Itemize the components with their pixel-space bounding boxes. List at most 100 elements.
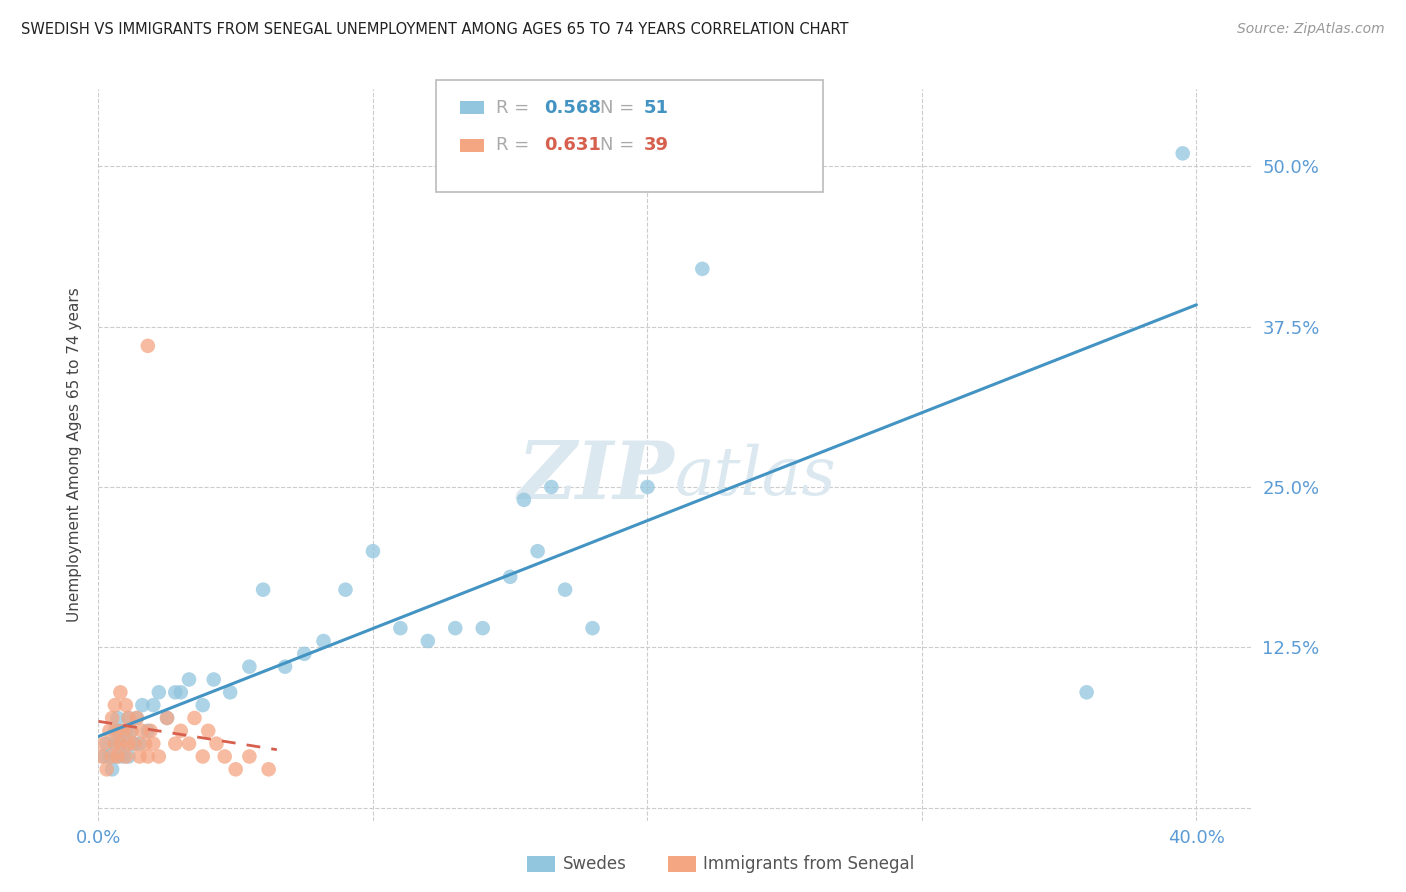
Point xyxy=(205,737,228,751)
Point xyxy=(513,492,536,507)
Point xyxy=(107,723,129,738)
Point xyxy=(471,621,494,635)
Point xyxy=(636,480,658,494)
Text: 39: 39 xyxy=(644,136,669,154)
Point xyxy=(335,582,357,597)
Point xyxy=(156,711,179,725)
Point xyxy=(499,570,522,584)
Point xyxy=(139,723,162,738)
Point xyxy=(107,749,129,764)
Point xyxy=(165,685,187,699)
Point xyxy=(312,634,335,648)
Point xyxy=(142,737,165,751)
Point xyxy=(416,634,439,648)
Point xyxy=(115,698,138,713)
Text: N =: N = xyxy=(600,99,640,117)
Point xyxy=(1171,146,1194,161)
Point xyxy=(274,659,297,673)
Point xyxy=(526,544,548,558)
Point xyxy=(444,621,467,635)
Point xyxy=(96,762,118,776)
Text: 0.568: 0.568 xyxy=(544,99,602,117)
Point xyxy=(120,723,142,738)
Point xyxy=(1076,685,1098,699)
Point xyxy=(96,737,118,751)
Point xyxy=(170,685,193,699)
Text: R =: R = xyxy=(496,99,536,117)
Point xyxy=(122,737,145,751)
Point xyxy=(191,698,214,713)
Point xyxy=(107,749,129,764)
Point xyxy=(98,749,121,764)
Point xyxy=(112,723,135,738)
Text: Source: ZipAtlas.com: Source: ZipAtlas.com xyxy=(1237,22,1385,37)
Point xyxy=(148,749,170,764)
Point xyxy=(117,711,139,725)
Y-axis label: Unemployment Among Ages 65 to 74 years: Unemployment Among Ages 65 to 74 years xyxy=(67,287,83,623)
Point xyxy=(197,723,219,738)
Point xyxy=(98,723,121,738)
Text: N =: N = xyxy=(600,136,640,154)
Text: 51: 51 xyxy=(644,99,669,117)
Text: Swedes: Swedes xyxy=(562,855,626,873)
Point xyxy=(134,737,156,751)
Point xyxy=(101,711,124,725)
Point xyxy=(107,711,129,725)
Point xyxy=(257,762,280,776)
Text: 0.631: 0.631 xyxy=(544,136,600,154)
Point xyxy=(104,723,127,738)
Point xyxy=(104,737,127,751)
Text: ZIP: ZIP xyxy=(517,438,675,516)
Point xyxy=(238,659,260,673)
Point xyxy=(117,737,139,751)
Point xyxy=(117,749,139,764)
Point xyxy=(115,737,138,751)
Point xyxy=(90,749,112,764)
Point xyxy=(104,698,127,713)
Point xyxy=(148,685,170,699)
Point xyxy=(177,673,200,687)
Point xyxy=(183,711,205,725)
Text: atlas: atlas xyxy=(675,444,837,509)
Point xyxy=(131,723,153,738)
Point xyxy=(131,698,153,713)
Point xyxy=(136,339,159,353)
Point xyxy=(554,582,576,597)
Point xyxy=(361,544,384,558)
Point xyxy=(238,749,260,764)
Point xyxy=(115,723,138,738)
Point xyxy=(122,737,145,751)
Point xyxy=(110,737,132,751)
Point xyxy=(136,723,159,738)
Point xyxy=(110,685,132,699)
Point xyxy=(93,749,115,764)
Point xyxy=(115,749,138,764)
Point xyxy=(389,621,412,635)
Point xyxy=(540,480,562,494)
Point xyxy=(125,711,148,725)
Point xyxy=(142,698,165,713)
Point xyxy=(101,749,124,764)
Text: Immigrants from Senegal: Immigrants from Senegal xyxy=(703,855,914,873)
Point xyxy=(110,737,132,751)
Point xyxy=(156,711,179,725)
Point xyxy=(104,737,127,751)
Point xyxy=(165,737,187,751)
Point xyxy=(214,749,236,764)
Point xyxy=(112,749,135,764)
Point xyxy=(101,762,124,776)
Point xyxy=(252,582,274,597)
Point xyxy=(170,723,193,738)
Point xyxy=(136,749,159,764)
Point xyxy=(292,647,315,661)
Point xyxy=(219,685,242,699)
Point xyxy=(225,762,247,776)
Point xyxy=(202,673,225,687)
Point xyxy=(110,723,132,738)
Point xyxy=(177,737,200,751)
Point xyxy=(117,711,139,725)
Text: SWEDISH VS IMMIGRANTS FROM SENEGAL UNEMPLOYMENT AMONG AGES 65 TO 74 YEARS CORREL: SWEDISH VS IMMIGRANTS FROM SENEGAL UNEMP… xyxy=(21,22,849,37)
Point xyxy=(128,749,150,764)
Point xyxy=(93,737,115,751)
Point xyxy=(191,749,214,764)
